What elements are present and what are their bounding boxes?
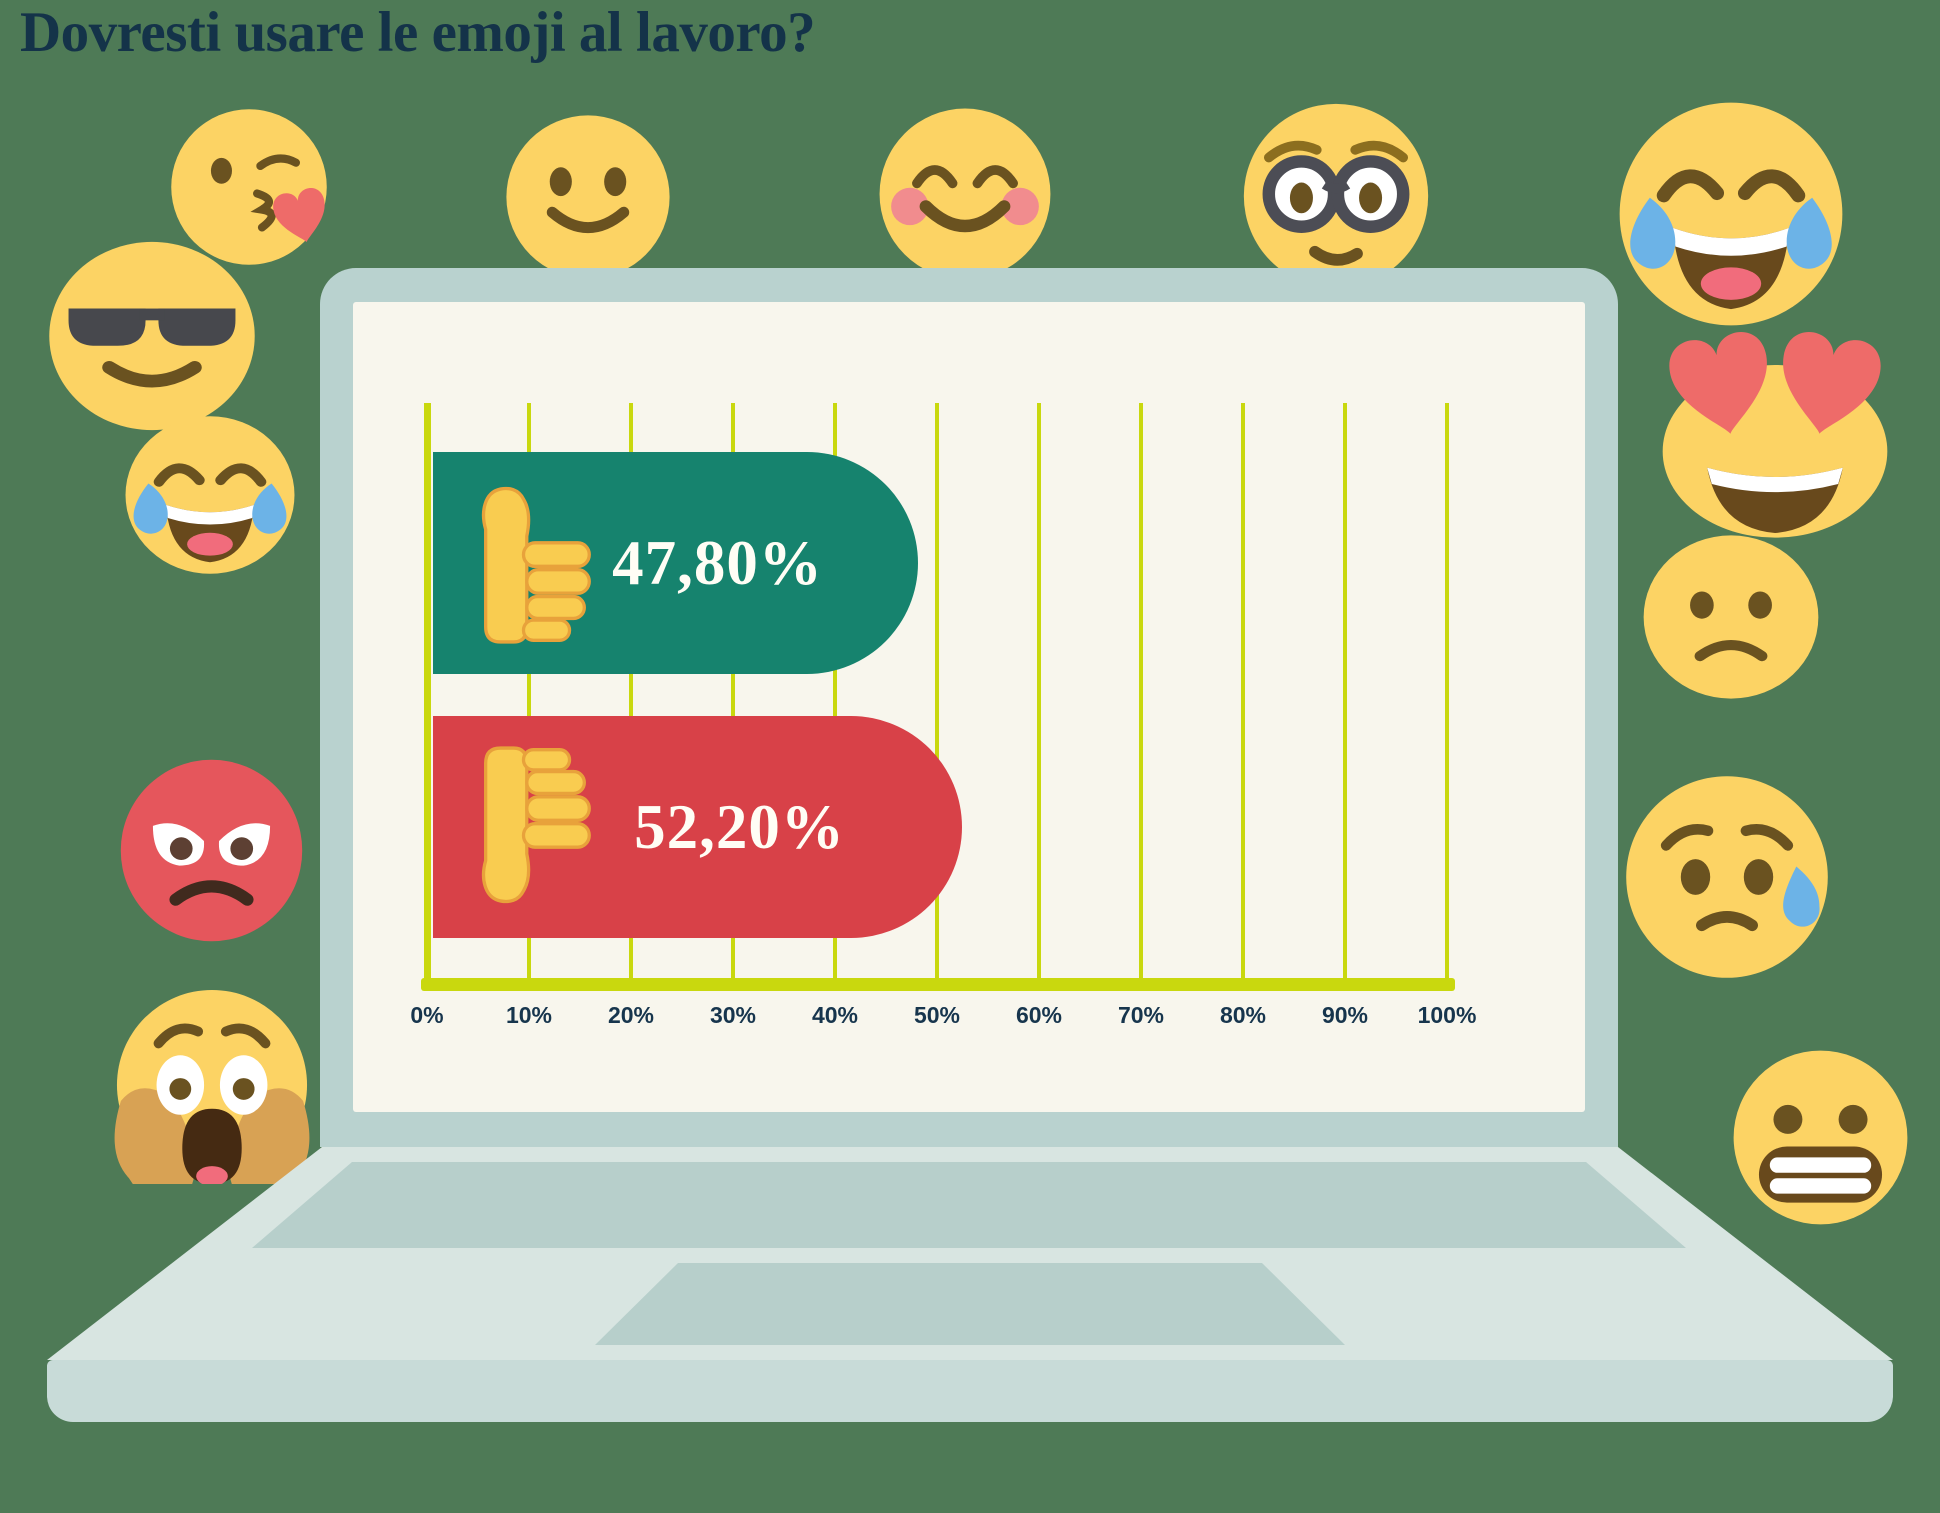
face-blowing-kiss-emoji xyxy=(168,106,330,268)
face-screaming-in-fear-emoji xyxy=(113,986,311,1184)
page-title: Dovresti usare le emoji al lavoro? xyxy=(20,1,816,64)
nerd-face-glasses-emoji xyxy=(1240,100,1432,292)
smiling-face-sunglasses-emoji xyxy=(45,238,259,434)
slightly-smiling-face-emoji xyxy=(503,112,673,282)
angry-red-face-emoji xyxy=(117,756,306,945)
laptop-touchpad xyxy=(595,1263,1345,1345)
slightly-frowning-face-emoji xyxy=(1640,532,1822,702)
smiling-face-heart-eyes-emoji xyxy=(1658,330,1892,540)
laptop-keyboard xyxy=(252,1162,1686,1248)
face-with-tears-of-joy-emoji xyxy=(122,413,298,577)
laptop-front-edge xyxy=(47,1360,1893,1422)
laptop-screen xyxy=(353,302,1585,1112)
worried-face-with-sweat-emoji xyxy=(1622,772,1832,982)
grimacing-face-emoji xyxy=(1730,1047,1911,1228)
face-with-tears-of-joy-emoji xyxy=(1615,98,1847,330)
smiling-face-blushing-emoji xyxy=(876,105,1054,283)
